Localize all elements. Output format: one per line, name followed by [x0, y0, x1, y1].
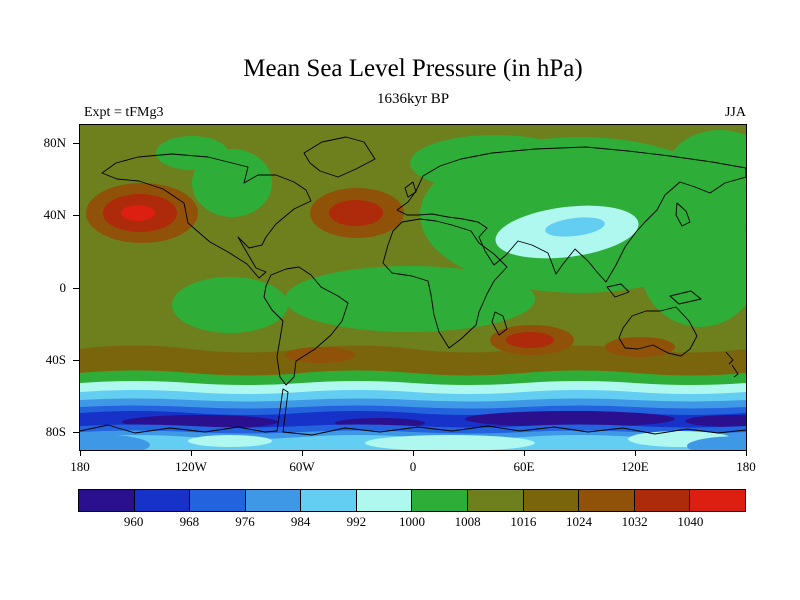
lat-tick-mark	[73, 431, 79, 433]
colorbar-tick-label: 1032	[621, 514, 648, 529]
lat-tick-label: 80S	[45, 423, 66, 439]
lat-tick-mark	[73, 215, 79, 217]
colorbar-segment	[689, 490, 745, 511]
colorbar-tick-label: 984	[290, 514, 311, 529]
colorbar-labels: 960 968 976 984 992 1000 1008 1016 1024 1032 1040	[78, 514, 746, 532]
lat-tick-label: 80N	[43, 135, 66, 151]
lon-tick-label: 180	[736, 459, 756, 474]
experiment-label: Expt = tFMg3	[84, 105, 164, 120]
colorbar-segment	[79, 490, 134, 511]
lat-tick-label: 40S	[45, 351, 66, 367]
season-label: JJA	[724, 105, 746, 120]
lon-tick-label: 0	[409, 459, 417, 474]
pressure-map	[80, 125, 746, 450]
lon-tick-label: 120W	[175, 459, 207, 474]
lon-axis: 180 120W 60W 0 60E 120E 180	[70, 450, 756, 482]
colorbar-tick-label: 968	[179, 514, 200, 529]
colorbar-segment	[189, 490, 245, 511]
lat-tick-mark	[73, 143, 79, 145]
lon-tick-label: 120E	[621, 459, 649, 474]
lon-tick-mark	[746, 450, 747, 456]
colorbar-tick-label: 1024	[566, 514, 592, 529]
colorbar-segment	[300, 490, 356, 511]
lat-tick-mark	[73, 359, 79, 361]
lat-tick-mark	[73, 287, 79, 289]
subtitle-time-label: 1636kyr BP	[376, 91, 450, 107]
lon-tick-mark	[191, 450, 192, 456]
lon-tick-label: 60W	[289, 459, 315, 474]
lon-tick-mark	[302, 450, 303, 456]
lat-tick-label: 40N	[43, 207, 66, 223]
colorbar-tick-label: 960	[123, 514, 144, 529]
lon-tick-label: 180	[70, 459, 90, 474]
colorbar-tick-label: 1000	[399, 514, 425, 529]
colorbar	[78, 489, 746, 512]
lat-tick-label: 0	[59, 279, 67, 295]
colorbar-segment	[411, 490, 468, 511]
colorbar-segment	[633, 490, 690, 511]
contour-fills	[80, 125, 746, 450]
lon-tick-mark	[635, 450, 636, 456]
colorbar-tick-label: 1016	[510, 514, 537, 529]
colorbar-segment	[522, 490, 579, 511]
colorbar-tick-label: 976	[235, 514, 255, 529]
lon-tick-label: 60E	[513, 459, 535, 474]
colorbar-tick-label: 1040	[677, 514, 704, 529]
colorbar-segment	[467, 490, 523, 511]
coastlines	[80, 136, 746, 436]
colorbar-segment	[244, 490, 301, 511]
page-title: Mean Sea Level Pressure (in hPa)	[243, 55, 583, 82]
colorbar-tick-label: 992	[346, 514, 367, 529]
lon-tick-mark	[80, 450, 81, 456]
colorbar-tick-label: 1008	[454, 514, 481, 529]
pressure-map-frame	[79, 124, 747, 451]
lon-tick-mark	[524, 450, 525, 456]
colorbar-segment	[133, 490, 190, 511]
lon-tick-mark	[413, 450, 414, 456]
lat-axis: 80N 40N 0 40S 80S	[0, 125, 79, 450]
colorbar-segment	[578, 490, 634, 511]
colorbar-segment	[355, 490, 412, 511]
